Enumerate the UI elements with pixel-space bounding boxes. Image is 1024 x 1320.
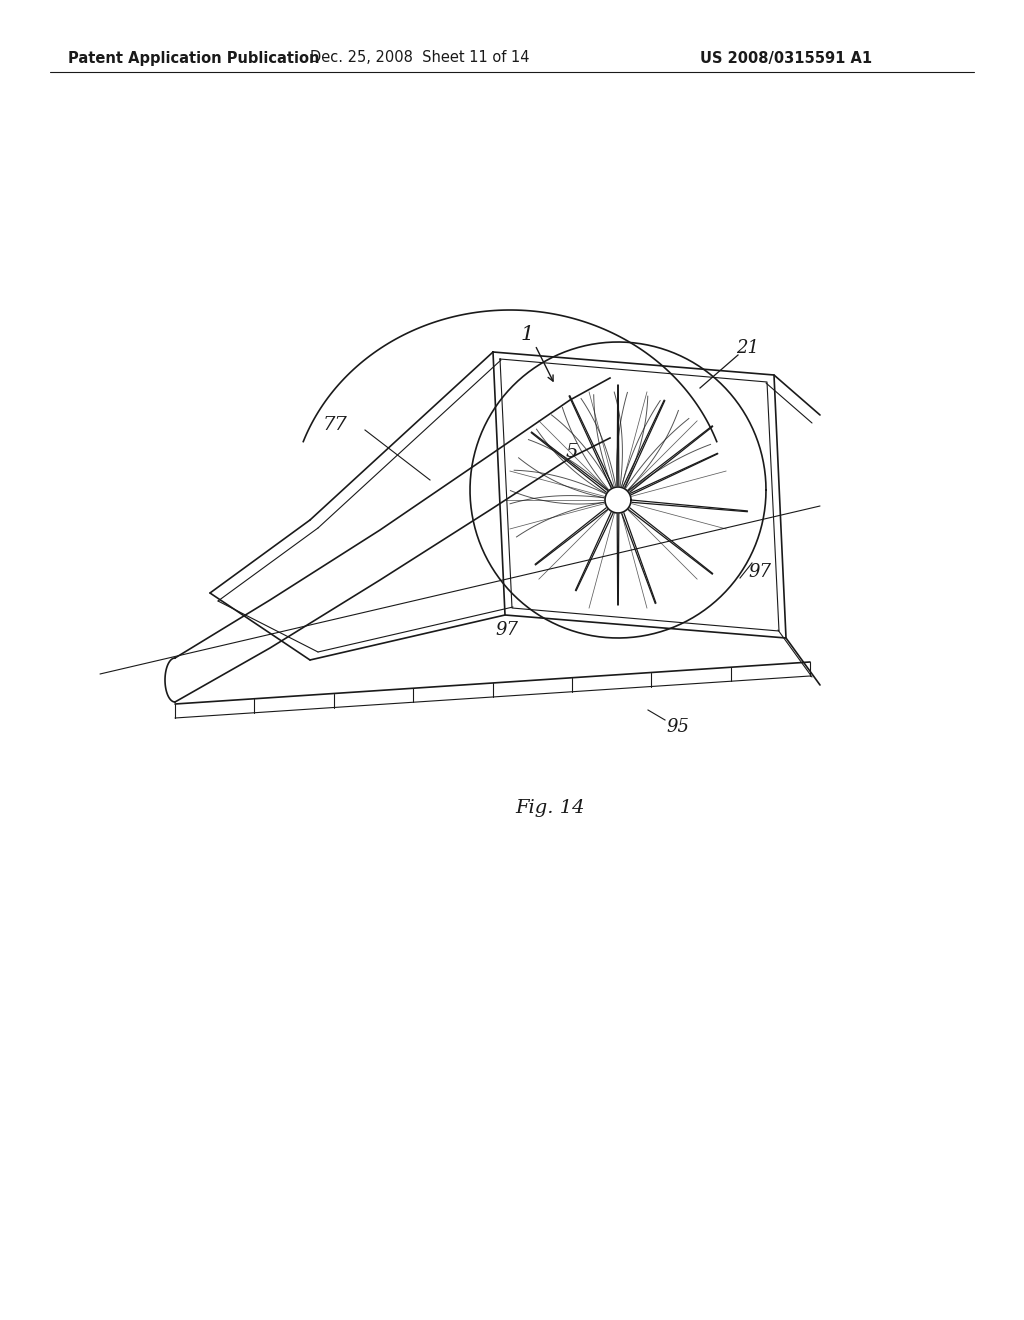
Text: 97: 97 (749, 564, 771, 581)
Text: US 2008/0315591 A1: US 2008/0315591 A1 (700, 50, 872, 66)
Text: 95: 95 (667, 718, 689, 737)
Text: 1: 1 (520, 326, 534, 345)
Polygon shape (605, 487, 631, 513)
Text: 21: 21 (736, 339, 760, 356)
Text: Fig. 14: Fig. 14 (515, 799, 585, 817)
Text: 77: 77 (323, 416, 347, 434)
Text: Dec. 25, 2008  Sheet 11 of 14: Dec. 25, 2008 Sheet 11 of 14 (310, 50, 529, 66)
Text: 97: 97 (496, 620, 518, 639)
Text: Patent Application Publication: Patent Application Publication (68, 50, 319, 66)
Text: 5: 5 (566, 444, 579, 461)
